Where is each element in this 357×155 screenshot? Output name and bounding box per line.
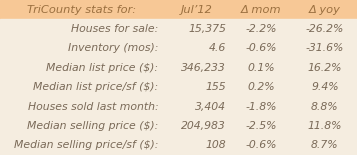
Text: 4.6: 4.6 (209, 43, 226, 53)
Text: Median selling price ($):: Median selling price ($): (27, 121, 158, 131)
Text: 9.4%: 9.4% (311, 82, 339, 92)
Text: Houses sold last month:: Houses sold last month: (27, 102, 158, 112)
Text: Median list price ($):: Median list price ($): (46, 63, 158, 73)
Text: 0.2%: 0.2% (248, 82, 275, 92)
Bar (0, 78, 357, 97)
Bar (0, 116, 357, 136)
Text: Δ yoy: Δ yoy (309, 5, 341, 15)
Text: 108: 108 (205, 140, 226, 150)
Text: -0.6%: -0.6% (246, 140, 277, 150)
Bar (0, 136, 357, 155)
Text: -1.8%: -1.8% (246, 102, 277, 112)
Text: Jul’12: Jul’12 (180, 5, 212, 15)
Text: 8.7%: 8.7% (311, 140, 339, 150)
Text: -31.6%: -31.6% (306, 43, 344, 53)
Text: 3,404: 3,404 (195, 102, 226, 112)
Text: 155: 155 (205, 82, 226, 92)
Bar (0, 0, 357, 19)
Bar (0, 97, 357, 116)
Text: -2.2%: -2.2% (246, 24, 277, 34)
Text: TriCounty stats for:: TriCounty stats for: (27, 5, 136, 15)
Text: Median list price/sf ($):: Median list price/sf ($): (33, 82, 158, 92)
Text: Houses for sale:: Houses for sale: (71, 24, 158, 34)
Text: 15,375: 15,375 (188, 24, 226, 34)
Text: -26.2%: -26.2% (306, 24, 344, 34)
Text: 346,233: 346,233 (181, 63, 226, 73)
Text: 16.2%: 16.2% (308, 63, 342, 73)
Bar (0, 58, 357, 78)
Text: -2.5%: -2.5% (246, 121, 277, 131)
Text: Inventory (mos):: Inventory (mos): (68, 43, 158, 53)
Bar (0, 39, 357, 58)
Text: 11.8%: 11.8% (308, 121, 342, 131)
Text: Median selling price/sf ($):: Median selling price/sf ($): (14, 140, 158, 150)
Text: 8.8%: 8.8% (311, 102, 339, 112)
Bar (0, 19, 357, 39)
Text: 204,983: 204,983 (181, 121, 226, 131)
Text: 0.1%: 0.1% (248, 63, 275, 73)
Text: Δ mom: Δ mom (241, 5, 282, 15)
Text: -0.6%: -0.6% (246, 43, 277, 53)
